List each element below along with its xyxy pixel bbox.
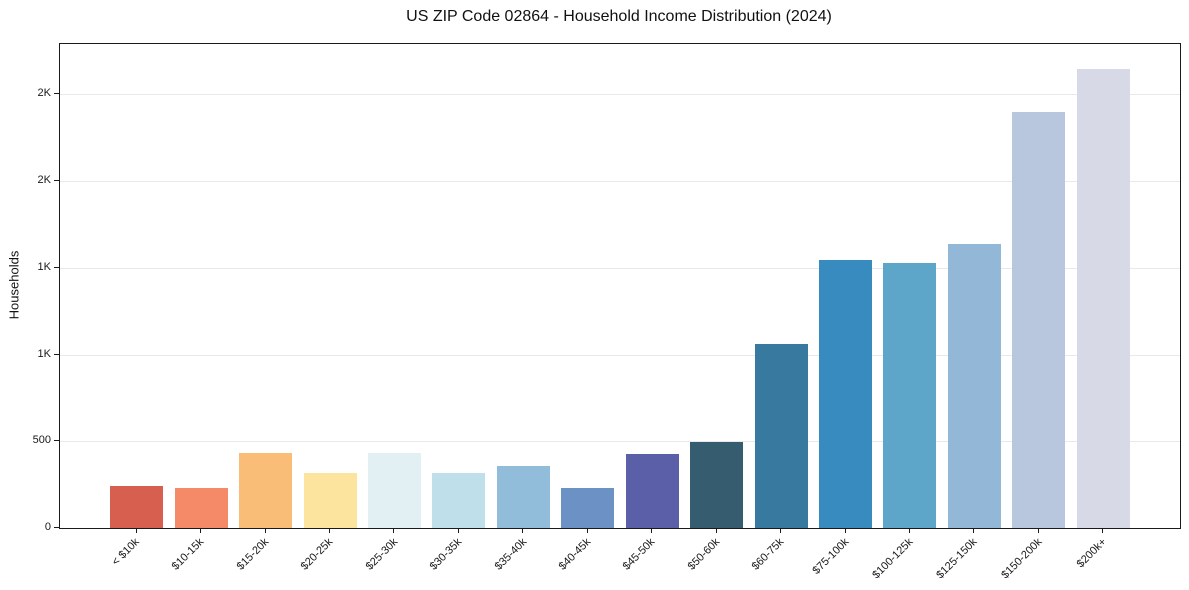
x-tick-label: $15-20k: [234, 536, 272, 573]
x-tick-label: $10-15k: [170, 536, 207, 573]
gridline: [60, 94, 1180, 96]
x-tick: [393, 528, 395, 533]
y-tick-label: 2K: [37, 174, 51, 187]
x-tick: [908, 528, 910, 533]
y-tick-label: 1K: [37, 347, 51, 360]
gridline: [60, 181, 1180, 183]
y-tick: [54, 180, 59, 182]
y-tick-label: 0: [44, 521, 51, 533]
x-tick: [780, 528, 782, 533]
y-tick: [54, 527, 59, 528]
x-tick: [200, 528, 202, 533]
y-tick: [54, 266, 59, 268]
bar-50-60k: [690, 442, 744, 528]
x-tick-label: < $10k: [110, 536, 143, 569]
x-tick: [457, 528, 459, 533]
x-tick: [651, 528, 653, 533]
x-tick-label: $45-50k: [621, 536, 658, 573]
x-tick-label: $25-30k: [363, 536, 400, 573]
bar-100-125k: [883, 262, 937, 528]
bar-150-200k: [1012, 111, 1066, 528]
bar-35-40k: [496, 466, 550, 528]
bar-45-50k: [625, 454, 679, 528]
bar-30-35k: [432, 472, 486, 528]
x-tick-label: $35-40k: [492, 536, 529, 573]
bar-60-75k: [754, 343, 808, 528]
chart-title: US ZIP Code 02864 - Household Income Dis…: [406, 8, 832, 25]
bar-75-100k: [819, 259, 873, 528]
x-tick: [1037, 528, 1039, 533]
x-tick-label: $75-100k: [810, 536, 852, 577]
bar-10-15k: [174, 487, 228, 528]
gridline: [60, 441, 1180, 443]
bar-125-150k: [947, 243, 1001, 528]
x-tick: [329, 528, 330, 533]
bar-25-30k: [367, 453, 421, 528]
x-tick-label: $150-200k: [999, 536, 1045, 582]
bar-200k: [1076, 69, 1130, 528]
y-tick: [54, 93, 59, 95]
y-tick-label: 1K: [37, 260, 51, 273]
x-tick: [135, 528, 137, 533]
x-tick-label: $60-75k: [749, 536, 787, 573]
x-tick-label: $30-35k: [427, 536, 465, 573]
x-tick-label: $125-150k: [934, 536, 980, 582]
plot-area: [59, 43, 1181, 529]
x-tick: [522, 528, 524, 533]
x-tick: [1102, 528, 1104, 533]
x-tick-label: $40-45k: [556, 536, 594, 573]
bar-40-45k: [561, 488, 615, 528]
y-tick-label: 500: [32, 434, 51, 447]
y-tick: [54, 440, 59, 442]
y-tick: [54, 353, 59, 355]
x-tick: [973, 528, 975, 533]
gridline: [60, 267, 1180, 269]
y-tick-label: 2K: [37, 87, 51, 100]
x-tick-label: $20-25k: [298, 536, 336, 573]
bar-20-25k: [303, 472, 357, 528]
bar-15-20k: [239, 453, 293, 528]
x-tick: [264, 528, 266, 533]
x-tick-label: $200k+: [1074, 536, 1109, 571]
x-tick-label: $50-60k: [685, 536, 723, 573]
bar-10k: [110, 486, 164, 528]
x-tick: [715, 528, 717, 533]
x-tick-label: $100-125k: [870, 536, 916, 582]
x-tick: [586, 528, 588, 533]
gridline: [60, 354, 1180, 356]
x-tick: [844, 528, 846, 533]
